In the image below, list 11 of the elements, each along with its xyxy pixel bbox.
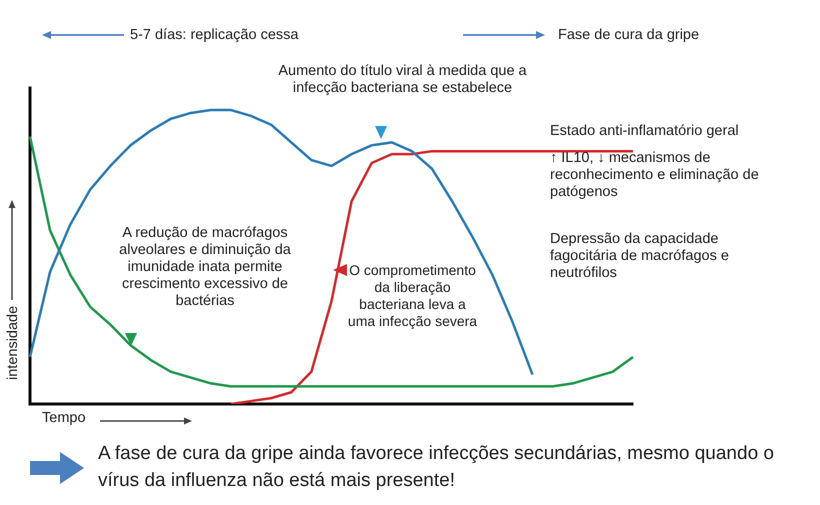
text: Fase de cura da gripe bbox=[558, 27, 700, 44]
text: Aumento do título viral à medida que a infecção bacteriana se estabelece bbox=[277, 63, 528, 97]
annotation: O comprometimento da liberação bacteriana leva a uma infecção severa bbox=[346, 262, 478, 330]
annotation: Depressão da capacidade fagocitária de macrófagos e neutrófilos bbox=[550, 231, 730, 282]
annotation: Estado anti-inflamatório geral bbox=[550, 123, 740, 140]
y-axis-title: intensidade bbox=[5, 306, 22, 380]
annotation: ↑ IL10, ↓ mecanismos de reconhecimento e eliminação de patógenos bbox=[550, 150, 760, 201]
annotation: A redução de macrófagos alveolares e diminuição da imunidade inata permite crescimento excessivo de bactérias bbox=[118, 225, 292, 310]
text: A fase de cura da gripe ainda favorece infecções secundárias, mesmo quando o vírus da influenza não está mais presente! bbox=[98, 442, 775, 493]
x-axis-title: Tempo bbox=[42, 410, 86, 427]
text: 5-7 días: replicação cessa bbox=[130, 27, 298, 44]
